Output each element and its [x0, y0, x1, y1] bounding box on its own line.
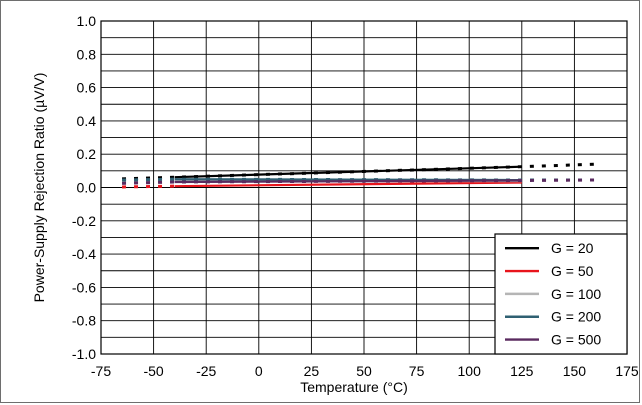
x-axis-title: Temperature (°C) — [300, 379, 408, 395]
y-tick-label: -0.2 — [72, 213, 96, 229]
x-tick-label: 100 — [458, 363, 482, 379]
plot-area-border — [100, 20, 628, 355]
y-tick-label: -0.6 — [72, 279, 96, 295]
x-tick-label: 0 — [255, 363, 263, 379]
series-line-extended — [121, 162, 596, 181]
x-tick-label: 50 — [356, 363, 372, 379]
series-line-extended — [122, 184, 175, 189]
y-axis-title: Power-Supply Rejection Ratio (µV/V) — [31, 73, 47, 303]
legend-label: G = 100 — [551, 286, 601, 302]
y-tick-label: -0.8 — [72, 313, 96, 329]
series-line-extended — [122, 177, 596, 182]
x-tick-label: -25 — [196, 363, 216, 379]
series-line-extended — [122, 178, 596, 185]
x-axis-tick-labels: -75 -50 -25 0 25 50 75 100 125 150 175 — [91, 363, 639, 379]
y-tick-label: 1.0 — [77, 13, 97, 29]
legend-label: G = 200 — [551, 309, 601, 325]
y-tick-label: 0.2 — [77, 146, 97, 162]
x-tick-label: 25 — [304, 363, 320, 379]
y-tick-label: 0.0 — [77, 180, 97, 196]
y-tick-label: 0.4 — [77, 113, 97, 129]
x-tick-label: 125 — [510, 363, 534, 379]
series-line — [174, 179, 522, 184]
series-line — [174, 165, 522, 179]
x-tick-label: 175 — [615, 363, 639, 379]
x-tick-label: -75 — [91, 363, 111, 379]
y-tick-label: -0.4 — [72, 246, 96, 262]
series-lines — [121, 162, 596, 189]
x-tick-label: 150 — [563, 363, 587, 379]
legend-label: G = 500 — [551, 332, 601, 348]
legend: G = 20 G = 50 G = 100 G = 200 G = 500 — [494, 233, 628, 355]
x-tick-label: -50 — [143, 363, 163, 379]
y-axis-tick-labels: 1.0 0.8 0.6 0.4 0.2 0.0 -0.2 -0.4 -0.6 -0.8 -1.0 — [72, 13, 96, 362]
series-line — [174, 181, 522, 188]
legend-label: G = 20 — [551, 240, 594, 256]
y-tick-label: -1.0 — [72, 346, 96, 362]
y-tick-label: 0.8 — [77, 46, 97, 62]
y-tick-label: 0.6 — [77, 80, 97, 96]
x-tick-label: 75 — [409, 363, 425, 379]
legend-label: G = 50 — [551, 263, 594, 279]
